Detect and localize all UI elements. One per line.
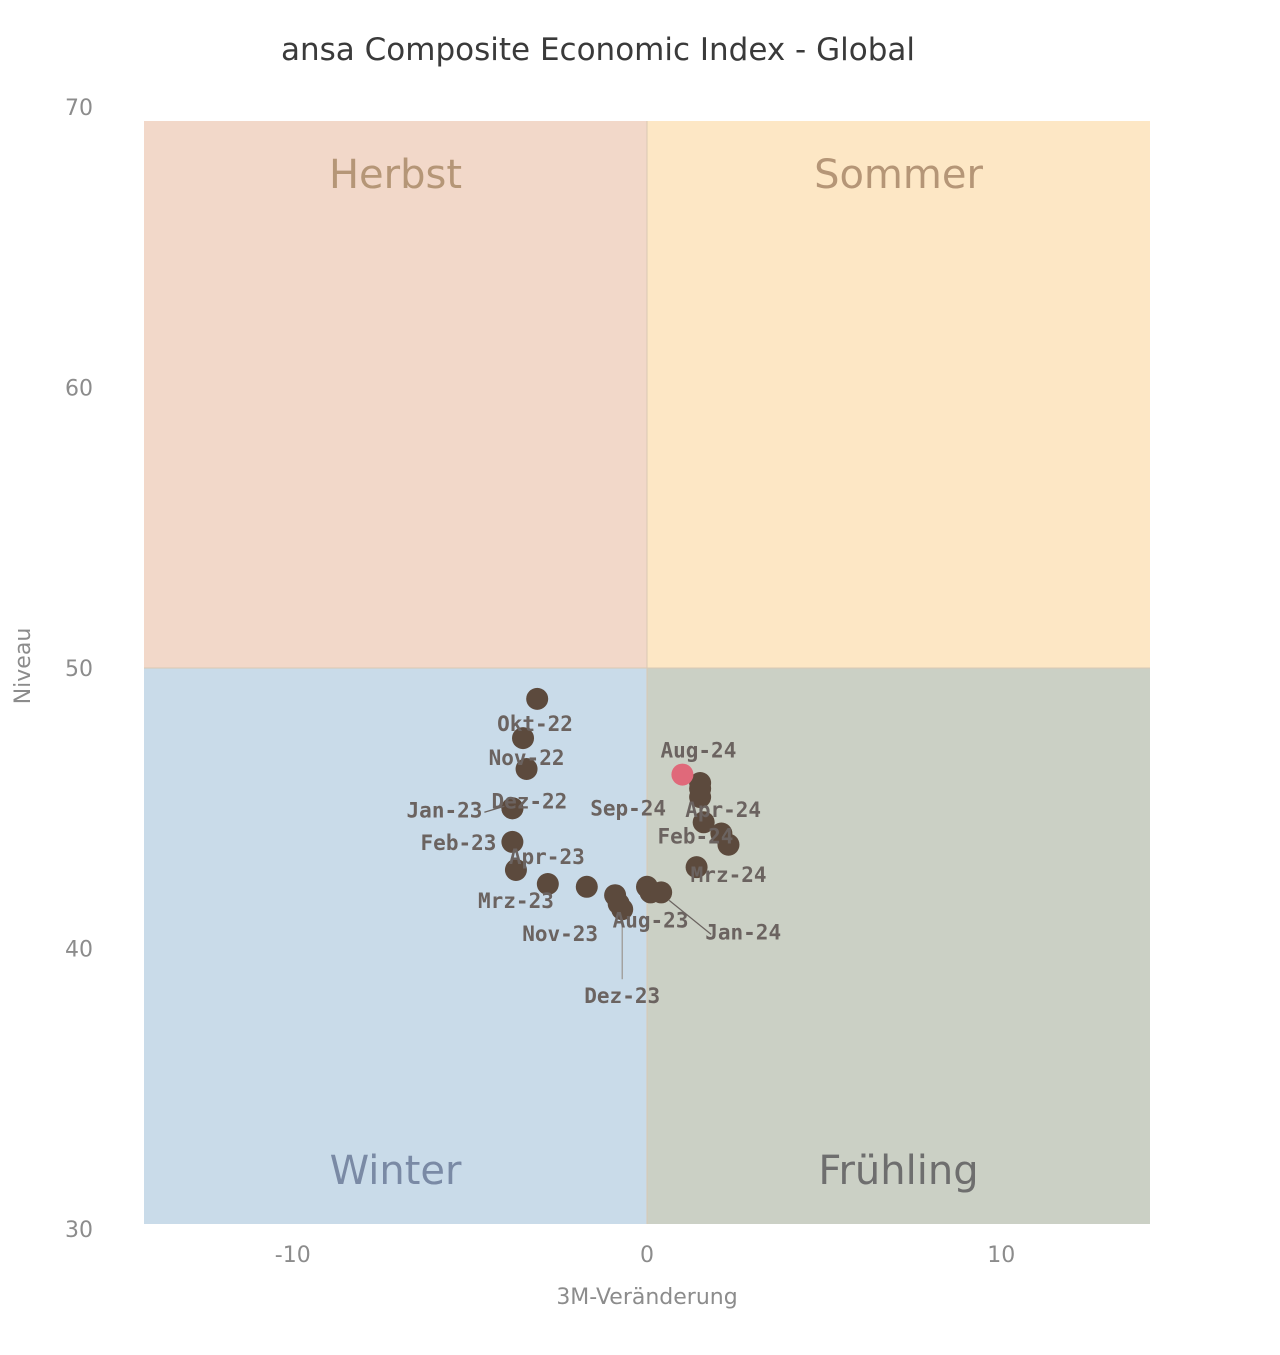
data-point [685, 856, 708, 879]
y-tick-label: 70 [65, 96, 93, 121]
data-label: Nov-22 [489, 746, 565, 770]
data-label: Aug-23 [613, 908, 689, 932]
data-label: Apr-23 [509, 845, 585, 869]
quadrant-fruehling [647, 668, 1150, 1224]
data-points [501, 687, 740, 921]
data-point [710, 822, 733, 845]
x-tick-label: -10 [275, 1243, 311, 1268]
data-label: Mrz-24 [691, 863, 767, 887]
x-tick-label: 0 [640, 1243, 654, 1268]
y-tick-label: 50 [65, 657, 93, 682]
data-label: Aug-24 [660, 739, 736, 763]
data-label: Feb-24 [658, 825, 734, 849]
data-label: Mrz-23 [478, 889, 554, 913]
data-point [501, 830, 524, 853]
data-point-latest [671, 763, 694, 786]
quadrant-sommer [647, 121, 1150, 668]
data-label: Nov-23 [522, 922, 598, 946]
y-axis-label: Niveau [11, 628, 36, 705]
leader-line [668, 899, 712, 935]
x-tick-label: 10 [987, 1243, 1015, 1268]
label-leader-lines [484, 805, 712, 980]
data-label: Dez-22 [491, 789, 567, 813]
y-tick-label: 30 [65, 1218, 93, 1243]
y-tick-label: 40 [65, 938, 93, 963]
chart-title: ansa Composite Economic Index - Global [281, 32, 915, 68]
leader-line [484, 805, 505, 813]
data-point [607, 892, 630, 915]
data-point [526, 687, 549, 710]
quadrant-borders [144, 121, 1150, 1224]
data-label: Dez-23 [584, 984, 660, 1008]
data-point [689, 777, 712, 800]
quadrant-label-winter: Winter [330, 1148, 462, 1194]
y-tick-label: 60 [65, 377, 93, 402]
quadrant-label-herbst: Herbst [329, 152, 462, 198]
data-label: Okt-22 [497, 712, 573, 736]
quadrant-label-fruehling: Frühling [818, 1148, 978, 1194]
data-label: Jan-24 [705, 920, 781, 944]
quadrant-label-sommer: Sommer [814, 152, 983, 198]
x-axis-label: 3M-Veränderung [556, 1285, 737, 1310]
data-point [692, 811, 715, 834]
data-point [515, 757, 538, 780]
quadrant-herbst [144, 121, 647, 668]
data-point [501, 797, 524, 820]
quadrant-winter [144, 668, 647, 1224]
data-labels: Okt-22 Nov-22 Dez-22 Jan-23 Feb-23 Mrz-23 Apr-… [407, 712, 782, 1008]
x-axis-ticks: -10 0 10 [275, 1243, 1015, 1268]
data-point [512, 727, 535, 750]
data-point [650, 881, 673, 904]
data-label: Feb-23 [421, 831, 497, 855]
data-label: Sep-24 [590, 797, 666, 821]
y-axis-ticks: 30 40 50 60 70 [65, 96, 93, 1243]
data-label: Jan-23 [407, 798, 483, 822]
data-label: Apr-24 [685, 798, 761, 822]
data-point [504, 858, 527, 881]
data-point [575, 875, 598, 898]
data-point [536, 872, 559, 895]
